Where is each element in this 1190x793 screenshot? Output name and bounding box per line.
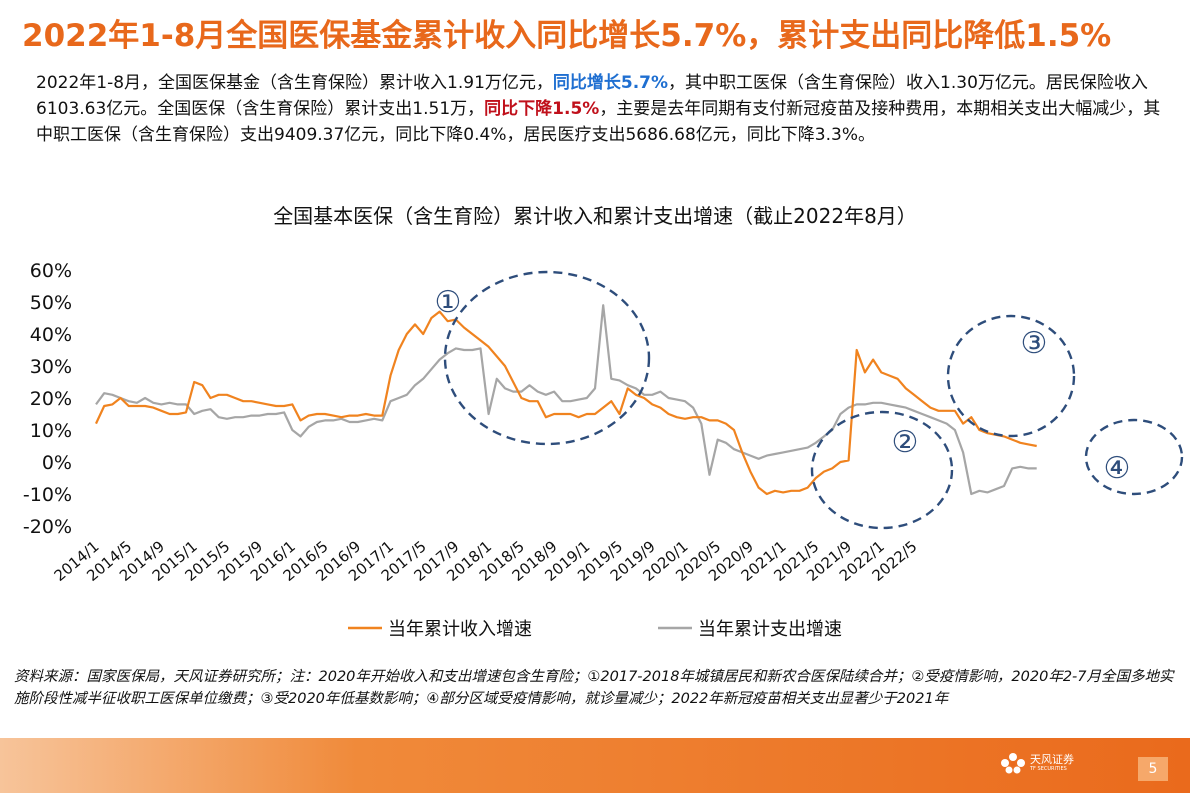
summary-text-2: ，其中职工医保（含生育保险）收入1.30万亿元。居民保险收入6103.63亿元。…	[36, 73, 1148, 119]
y-tick-label: -10%	[23, 484, 72, 506]
line-chart: 60%50%40%30%20%10%0%-10%-20%2014/12014/5…	[23, 260, 1184, 640]
summary-income-highlight: 同比增长5.7%	[552, 73, 669, 93]
logo-subtitle: TF SECURITIES	[1030, 766, 1067, 772]
summary-paragraph: 2022年1-8月，全国医保基金（含生育保险）累计收入1.91万亿元，同比增长5…	[36, 70, 1166, 148]
logo-name: 天风证券	[1030, 753, 1074, 766]
annotation-label: ②	[892, 425, 919, 460]
page-headline: 2022年1-8月全国医保基金累计收入同比增长5.7%，累计支出同比降低1.5%	[22, 18, 1112, 54]
summary-expense-highlight: 同比下降1.5%	[484, 99, 600, 119]
annotation-circle	[1084, 418, 1184, 496]
page-number: 5	[1138, 757, 1168, 781]
legend-income-label: 当年累计收入增速	[388, 619, 532, 640]
legend-expense-label: 当年累计支出增速	[698, 619, 842, 640]
y-tick-label: 10%	[30, 420, 72, 442]
chart-title: 全国基本医保（含生育险）累计收入和累计支出增速（截止2022年8月）	[273, 204, 917, 228]
annotation-circle	[443, 270, 651, 446]
summary-text-3: ，主要是去年同期有支付新冠疫苗及接种费用，本期相关支出大幅减少，其中职工医保（含…	[36, 99, 1161, 145]
y-tick-label: 40%	[30, 324, 72, 346]
y-tick-label: 20%	[30, 388, 72, 410]
flower-logo-icon	[1001, 753, 1025, 774]
y-tick-label: -20%	[23, 516, 72, 538]
y-tick-label: 50%	[30, 292, 72, 314]
y-tick-label: 60%	[30, 260, 72, 282]
y-tick-label: 30%	[30, 356, 72, 378]
summary-text-1: 2022年1-8月，全国医保基金（含生育保险）累计收入1.91万亿元，	[36, 73, 553, 93]
annotation-circle	[810, 410, 954, 530]
company-logo: 天风证券 TF SECURITIES	[1000, 752, 1074, 774]
income-series-line	[95, 310, 1037, 496]
annotation-circle	[946, 314, 1076, 438]
footer-bar	[0, 738, 1190, 793]
annotation-label: ①	[435, 285, 462, 320]
y-tick-label: 0%	[42, 452, 72, 474]
expense-series-line	[95, 304, 1037, 496]
annotation-label: ③	[1021, 326, 1048, 361]
source-footnote: 资料来源：国家医保局，天风证券研究所；注：2020年开始收入和支出增速包含生育险…	[14, 669, 1174, 707]
annotation-label: ④	[1104, 451, 1131, 486]
